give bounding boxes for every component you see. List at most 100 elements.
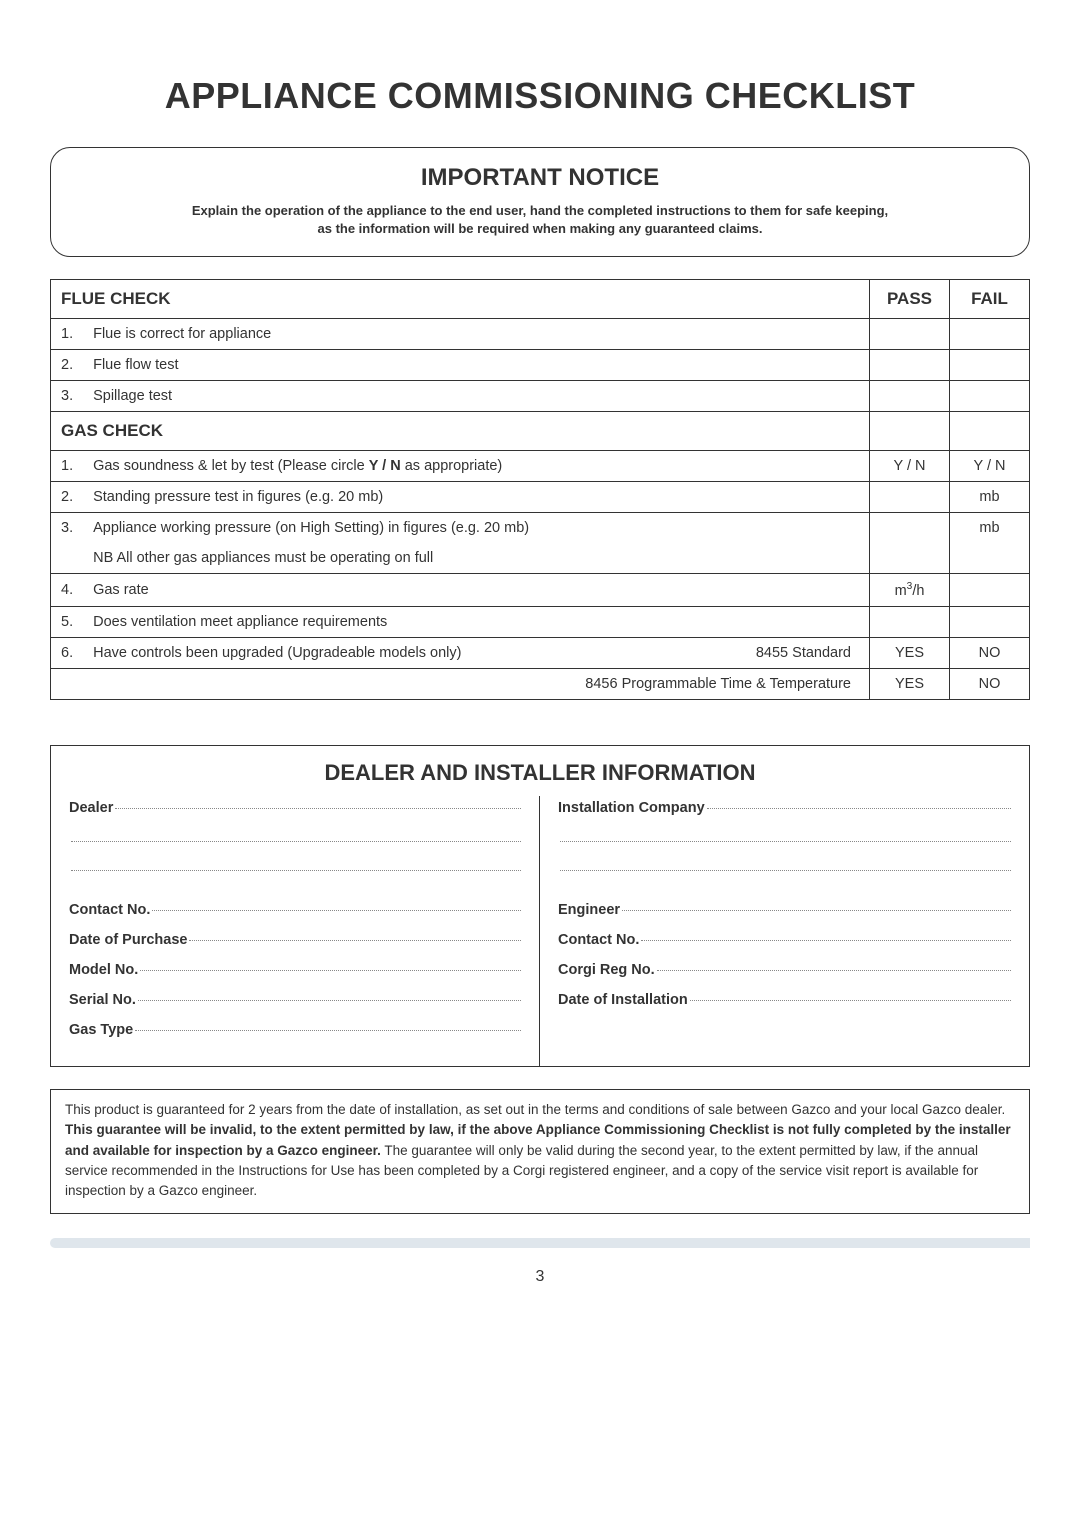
pass-cell[interactable]: Y / N	[870, 451, 950, 482]
dealer-line3[interactable]	[69, 873, 521, 874]
pass-cell[interactable]	[870, 350, 950, 381]
fail-cell	[950, 543, 1030, 574]
important-notice-box: IMPORTANT NOTICE Explain the operation o…	[50, 147, 1030, 257]
fail-cell[interactable]: NO	[950, 638, 1030, 669]
dotline	[71, 870, 521, 871]
dotline	[622, 910, 1011, 911]
row-desc: Does ventilation meet appliance requirem…	[83, 607, 869, 638]
installer-col: Installation Company Engineer Contact No…	[540, 796, 1029, 1066]
dotline	[140, 970, 521, 971]
fail-cell[interactable]	[950, 350, 1030, 381]
dotline	[641, 940, 1011, 941]
row-desc: Standing pressure test in figures (e.g. …	[83, 482, 869, 513]
fail-cell[interactable]	[950, 574, 1030, 607]
dotline	[560, 870, 1011, 871]
table-row: 2. Flue flow test	[51, 350, 1030, 381]
serial-no-label: Serial No.	[69, 992, 136, 1008]
pass-cell[interactable]	[870, 513, 950, 544]
contact-no-field[interactable]: Contact No.	[69, 902, 521, 918]
dotline	[135, 1030, 521, 1031]
dotline	[115, 808, 521, 809]
install-line3[interactable]	[558, 873, 1011, 874]
contact-no-label: Contact No.	[69, 902, 150, 918]
table-row: 4. Gas rate m3/h	[51, 574, 1030, 607]
row-num-empty	[51, 543, 84, 574]
gas-type-label: Gas Type	[69, 1022, 133, 1038]
pass-cell[interactable]	[870, 381, 950, 412]
row-desc: Flue flow test	[83, 350, 869, 381]
dotline	[657, 970, 1011, 971]
dotline	[707, 808, 1011, 809]
fail-cell[interactable]	[950, 607, 1030, 638]
table-row: 5. Does ventilation meet appliance requi…	[51, 607, 1030, 638]
date-of-purchase-field[interactable]: Date of Purchase	[69, 932, 521, 948]
model-no-label: Model No.	[69, 962, 138, 978]
pass-cell[interactable]	[870, 482, 950, 513]
dealer-installer-box: DEALER AND INSTALLER INFORMATION Dealer …	[50, 745, 1030, 1067]
corgi-reg-field[interactable]: Corgi Reg No.	[558, 962, 1011, 978]
gas-check-header: GAS CHECK	[51, 412, 870, 451]
row-desc: Appliance working pressure (on High Sett…	[83, 513, 869, 544]
row-desc: Gas soundness & let by test (Please circ…	[83, 451, 869, 482]
dealer-installer-heading: DEALER AND INSTALLER INFORMATION	[51, 746, 1029, 796]
engineer-label: Engineer	[558, 902, 620, 918]
row-num: 2.	[51, 350, 84, 381]
row-num: 2.	[51, 482, 84, 513]
row-num: 3.	[51, 381, 84, 412]
row-model-right2: 8456 Programmable Time & Temperature	[83, 669, 869, 700]
install-line2[interactable]	[558, 844, 1011, 845]
flue-header-row: FLUE CHECK PASS FAIL	[51, 280, 1030, 319]
installation-company-field[interactable]: Installation Company	[558, 800, 1011, 816]
serial-no-field[interactable]: Serial No.	[69, 992, 521, 1008]
notice-heading: IMPORTANT NOTICE	[86, 164, 994, 192]
guarantee-box: This product is guaranteed for 2 years f…	[50, 1089, 1030, 1214]
fail-cell[interactable]	[950, 319, 1030, 350]
date-of-installation-field[interactable]: Date of Installation	[558, 992, 1011, 1008]
corgi-reg-label: Corgi Reg No.	[558, 962, 655, 978]
dotline	[138, 1000, 521, 1001]
gas-type-field[interactable]: Gas Type	[69, 1022, 521, 1038]
engineer-field[interactable]: Engineer	[558, 902, 1011, 918]
fail-cell[interactable]: mb	[950, 482, 1030, 513]
pass-cell[interactable]	[870, 319, 950, 350]
dealer-field[interactable]: Dealer	[69, 800, 521, 816]
r-contact-no-label: Contact No.	[558, 932, 639, 948]
row-num: 4.	[51, 574, 84, 607]
fail-cell[interactable]	[950, 381, 1030, 412]
pass-cell[interactable]: YES	[870, 638, 950, 669]
fail-cell[interactable]: mb	[950, 513, 1030, 544]
notice-line1: Explain the operation of the appliance t…	[192, 203, 888, 218]
dotline	[152, 910, 521, 911]
page-title: APPLIANCE COMMISSIONING CHECKLIST	[50, 75, 1030, 117]
row-num: 5.	[51, 607, 84, 638]
row-note: NB All other gas appliances must be oper…	[83, 543, 869, 574]
dealer-line2[interactable]	[69, 844, 521, 845]
row-num: 1.	[51, 451, 84, 482]
installation-company-label: Installation Company	[558, 800, 705, 816]
pass-cell[interactable]: YES	[870, 669, 950, 700]
table-row: 3. Spillage test	[51, 381, 1030, 412]
date-of-purchase-label: Date of Purchase	[69, 932, 187, 948]
fail-cell[interactable]: Y / N	[950, 451, 1030, 482]
page-number: 3	[50, 1268, 1030, 1286]
commissioning-check-table: FLUE CHECK PASS FAIL 1. Flue is correct …	[50, 279, 1030, 700]
dotline	[560, 841, 1011, 842]
r-contact-no-field[interactable]: Contact No.	[558, 932, 1011, 948]
flue-check-header: FLUE CHECK	[51, 280, 870, 319]
row-desc: Have controls been upgraded (Upgradeable…	[83, 638, 869, 669]
pass-cell	[870, 412, 950, 451]
row-model-right: 8455 Standard	[756, 645, 859, 661]
fail-cell[interactable]: NO	[950, 669, 1030, 700]
row-num: 1.	[51, 319, 84, 350]
dotline	[71, 841, 521, 842]
model-no-field[interactable]: Model No.	[69, 962, 521, 978]
guarantee-text-a: This product is guaranteed for 2 years f…	[65, 1102, 1005, 1117]
row-num: 3.	[51, 513, 84, 544]
decorative-bottom-bar	[50, 1238, 1030, 1248]
table-row: 1. Gas soundness & let by test (Please c…	[51, 451, 1030, 482]
pass-cell[interactable]	[870, 607, 950, 638]
table-row-note: NB All other gas appliances must be oper…	[51, 543, 1030, 574]
pass-cell[interactable]: m3/h	[870, 574, 950, 607]
notice-line2: as the information will be required when…	[318, 221, 763, 236]
gas-header-row: GAS CHECK	[51, 412, 1030, 451]
